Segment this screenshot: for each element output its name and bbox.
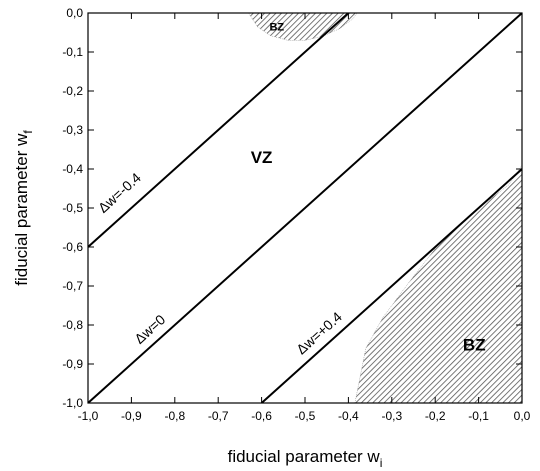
y-tick-label: 0,0: [66, 6, 83, 20]
region-label: BZ: [269, 22, 284, 34]
y-tick-label: -0,4: [62, 162, 83, 176]
region-label: BZ: [463, 335, 486, 354]
bz-region-area-2: [354, 164, 522, 403]
y-tick-label: -0,8: [62, 318, 83, 332]
y-tick-label: -0,3: [62, 123, 83, 137]
x-axis-label: fiducial parameter wi: [228, 447, 383, 470]
y-tick-label: -0,2: [62, 84, 83, 98]
x-tick-label: -0,9: [121, 409, 142, 423]
x-tick-label: -1,0: [78, 409, 99, 423]
y-tick-label: -0,6: [62, 240, 83, 254]
y-tick-label: -1,0: [62, 396, 83, 410]
y-tick-label: -0,5: [62, 201, 83, 215]
x-tick-label: 0,0: [514, 409, 531, 423]
y-tick-label: -0,9: [62, 357, 83, 371]
x-tick-label: -0,5: [295, 409, 316, 423]
diagonal-lines: [88, 13, 522, 403]
y-axis-label: fiducial parameter wf: [12, 130, 35, 286]
series-line-0: [88, 13, 350, 248]
x-tick-label: -0,2: [425, 409, 446, 423]
x-tick-label: -0,3: [381, 409, 402, 423]
bz-region-area-0: [248, 13, 358, 41]
x-tick-label: -0,1: [468, 409, 489, 423]
x-tick-label: -0,8: [164, 409, 185, 423]
x-tick-label: -0,4: [338, 409, 359, 423]
x-tick-label: -0,7: [208, 409, 229, 423]
region-label: VZ: [251, 148, 273, 167]
line-annotation: Δw=-0.4: [95, 169, 144, 216]
series-line-2: [260, 168, 522, 403]
y-tick-label: -0,1: [62, 45, 83, 59]
series-line-1: [88, 13, 522, 403]
axis-ticks: -1,0 -0,9 -0,8 -0,7 -0,6 -0,5 -0,4 -0,3 -0,2 -0,1…: [62, 6, 530, 423]
x-tick-label: -0,6: [251, 409, 272, 423]
line-annotation: Δw=0: [131, 311, 168, 347]
y-tick-label: -0,7: [62, 279, 83, 293]
